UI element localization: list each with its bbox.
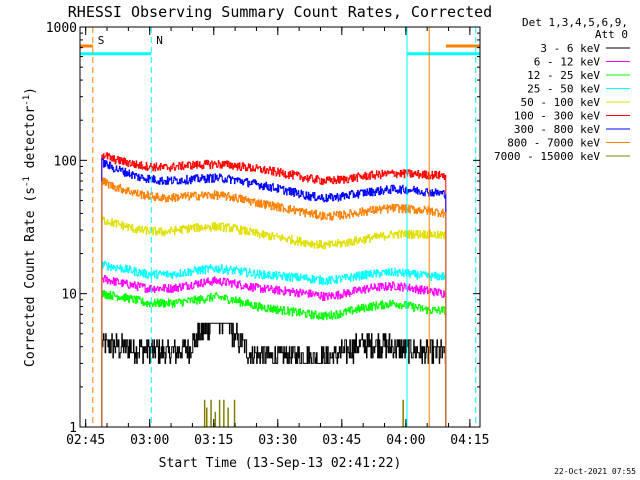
legend-header-attenuator: Att 0 bbox=[595, 28, 628, 41]
x-tick-label-03-45: 03:45 bbox=[322, 433, 361, 448]
y-tick-label-100: 100 bbox=[54, 154, 77, 169]
y-axis-label: Corrected Count Rate (s-1 detector-1) bbox=[22, 87, 38, 367]
legend-label-25-50-kev: 25 - 50 keV bbox=[527, 83, 600, 96]
legend-label-300-800-kev: 300 - 800 keV bbox=[514, 123, 600, 136]
x-tick-label-03-00: 03:00 bbox=[130, 433, 169, 448]
marker-label-s: S bbox=[98, 34, 105, 47]
series-line-3-6-kev bbox=[101, 322, 447, 427]
x-tick-label-03-15: 03:15 bbox=[194, 433, 233, 448]
legend-label-100-300-kev: 100 - 300 keV bbox=[514, 110, 600, 123]
y-tick-label-10: 10 bbox=[61, 288, 77, 303]
series-line-25-50-kev bbox=[101, 260, 447, 427]
x-tick-label-03-30: 03:30 bbox=[258, 433, 297, 448]
series-line-12-25-kev bbox=[101, 290, 447, 427]
axes: 1 10 100 1000 02:45 03:00 03:15 03:30 03:45 04:00… bbox=[46, 21, 490, 448]
legend-label-6-12-kev: 6 - 12 keV bbox=[534, 56, 601, 69]
y-tick-label-1000: 1000 bbox=[46, 21, 77, 36]
footer-date: 22-Oct-2021 07:55 bbox=[554, 467, 636, 476]
legend-label-7000-15000-kev: 7000 - 15000 keV bbox=[494, 150, 600, 163]
chart-title: RHESSI Observing Summary Count Rates, Co… bbox=[68, 3, 492, 21]
x-tick-label-04-15: 04:15 bbox=[450, 433, 489, 448]
x-axis-label: Start Time (13-Sep-13 02:41:22) bbox=[159, 456, 402, 471]
series-line-100-300-kev bbox=[101, 152, 447, 427]
x-tick-label-04-00: 04:00 bbox=[386, 433, 425, 448]
marker-label-n: N bbox=[156, 34, 163, 47]
legend-label-3-6-kev: 3 - 6 keV bbox=[540, 42, 600, 55]
series-line-800-7000-kev bbox=[101, 177, 447, 427]
series-line-300-800-kev bbox=[101, 158, 447, 427]
legend-label-12-25-kev: 12 - 25 keV bbox=[527, 69, 600, 82]
x-tick-label-02-45: 02:45 bbox=[66, 433, 105, 448]
y-tick-label-1: 1 bbox=[69, 421, 77, 436]
legend-header-detectors: Det 1,3,4,5,6,9, bbox=[522, 16, 628, 29]
plot-frame bbox=[79, 26, 481, 428]
legend-label-50-100-kev: 50 - 100 keV bbox=[521, 96, 601, 109]
series-line-6-12-kev bbox=[101, 275, 447, 427]
legend-label-800-7000-kev: 800 - 7000 keV bbox=[507, 137, 600, 150]
series-line-50-100-kev bbox=[101, 216, 447, 427]
